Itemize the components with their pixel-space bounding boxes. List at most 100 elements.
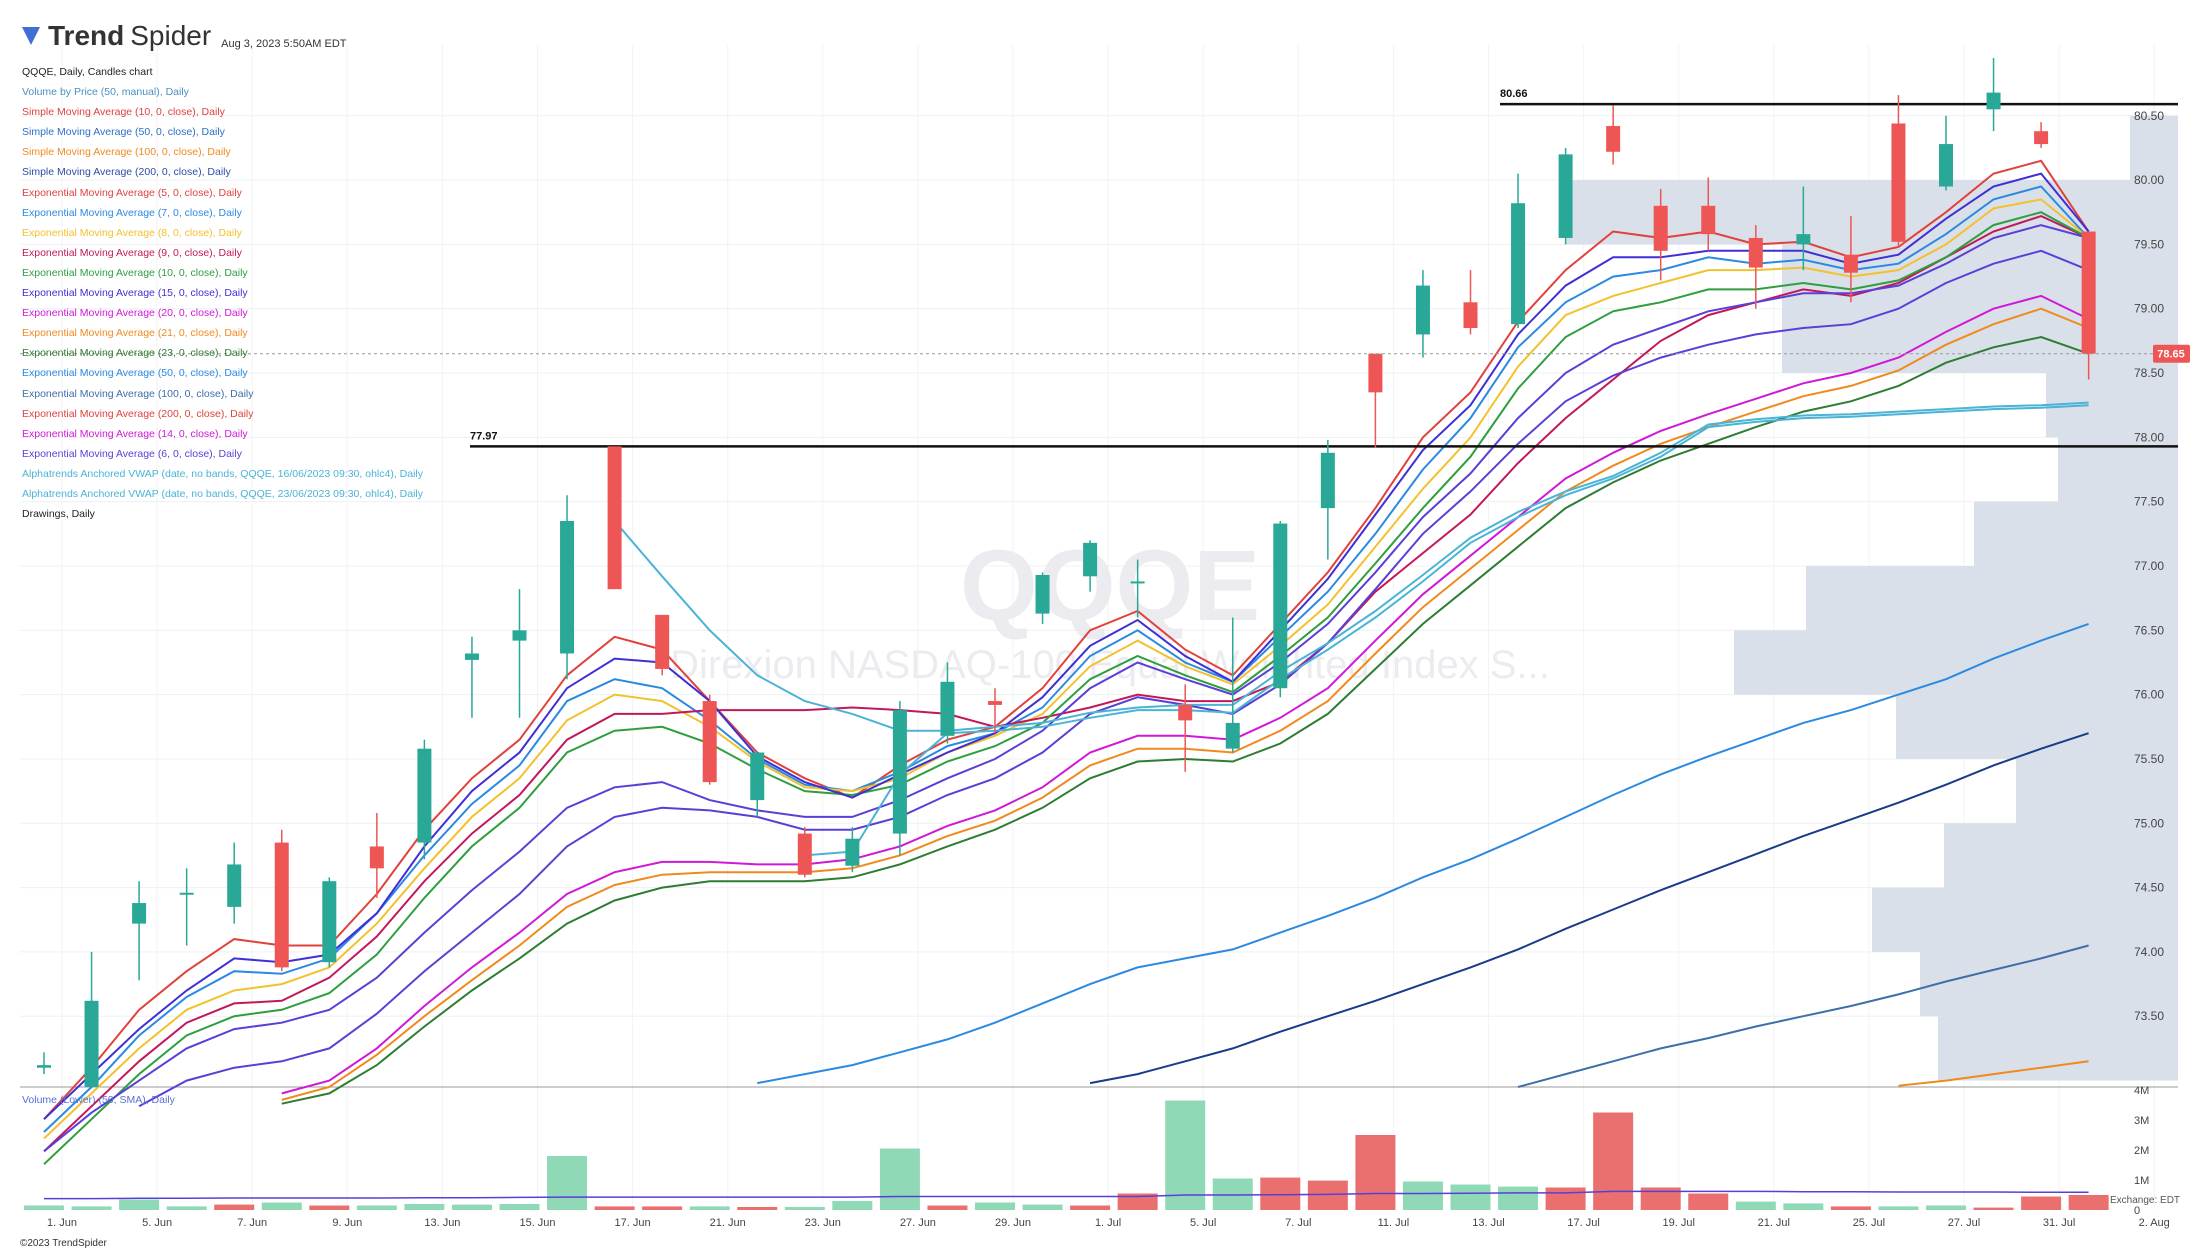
indicator-line [1517,944,2089,1088]
candle-body [1843,254,1858,273]
y-tick-label: 75.00 [2134,816,2164,830]
volume-legend: Volume (Lower) (50, SMA), Daily [22,1094,176,1106]
x-tick-label: 5. Jul [1190,1217,1216,1229]
copyright: ©2023 TrendSpider [20,1238,107,1249]
volume-bar [1593,1112,1634,1210]
price-axis: 73.50 74.00 74.50 75.00 75.50 76.00 76.50 77.00… [2134,109,2164,1023]
legend-item[interactable]: Alphatrends Anchored VWAP (date, no band… [22,487,423,500]
volume-bar [166,1206,207,1210]
volume-bar [879,1148,920,1210]
legend-item[interactable]: Exponential Moving Average (8, 0, close)… [22,226,242,239]
volume-bar [1498,1186,1539,1210]
volume-bar [1260,1177,1301,1210]
volume-bar [356,1205,397,1210]
volume-bar [404,1204,445,1210]
volume-sma-line [44,1190,2089,1200]
x-tick-label: 2. Aug [2139,1217,2170,1229]
legend-item[interactable]: Exponential Moving Average (23, 0, close… [22,347,248,360]
x-tick-label: 1. Jun [47,1217,77,1229]
candle-body [464,653,479,660]
x-tick-label: 5. Jun [142,1217,172,1229]
candle-body [1939,144,1953,187]
y-tick-label: 79.00 [2134,302,2164,316]
candle-body [1701,205,1716,235]
x-tick-label: 17. Jul [1567,1217,1599,1229]
trendspider-logo[interactable]: Trend Spider [20,20,211,52]
legend-item[interactable]: Drawings, Daily [22,508,95,521]
volume-profile-bar [1938,1016,2178,1081]
legend-item[interactable]: Simple Moving Average (100, 0, close), D… [22,146,231,159]
volume-tick-label: 0 [2134,1205,2140,1217]
candle-body [1748,237,1763,268]
volume-profile-bar [1806,566,2178,631]
volume-profile-bar [2058,437,2178,502]
x-tick-label: 19. Jul [1662,1217,1694,1229]
legend-item[interactable]: Exponential Moving Average (50, 0, close… [22,367,248,380]
candle-body [132,903,147,924]
candle-body [892,710,907,834]
legend-item[interactable]: Alphatrends Anchored VWAP (date, no band… [22,467,423,480]
logo-suffix: Spider [130,20,212,51]
volume-profile-bar [2046,373,2178,438]
volume-bar [975,1202,1015,1210]
x-tick-label: 9. Jun [332,1217,362,1229]
candle-body [512,630,527,641]
candle-body [1368,353,1383,393]
legend-item[interactable]: Volume by Price (50, manual), Daily [22,86,189,99]
legend-item[interactable]: Exponential Moving Average (15, 0, close… [22,287,248,300]
volume-bar [1640,1187,1681,1210]
watermark-symbol: QQQE [960,530,1260,642]
candle-body [1891,123,1906,242]
horizontal-levels[interactable]: 80.66 77.97 [470,88,2178,448]
legend-item[interactable]: Exponential Moving Average (10, 0, close… [22,266,248,279]
x-tick-label: 7. Jun [237,1217,267,1229]
legend-item[interactable]: Exponential Moving Average (21, 0, close… [22,327,248,340]
candle-body [227,864,242,907]
candle-body [1178,704,1193,721]
candle-body [1558,154,1573,238]
timestamp: Aug 3, 2023 5:50AM EDT [221,38,347,50]
candle-body [274,842,289,968]
legend-item[interactable]: Simple Moving Average (10, 0, close), Da… [22,106,225,119]
candle-body [1511,203,1526,325]
last-price-text: 78.65 [2157,349,2185,361]
legend-item[interactable]: Simple Moving Average (50, 0, close), Da… [22,126,225,139]
last-price-box [2153,344,2190,363]
volume-bar [547,1156,588,1210]
candle-body [1320,452,1335,509]
candle-body [1130,581,1145,584]
x-tick-label: 27. Jun [900,1217,936,1229]
legend-item[interactable]: Exponential Moving Average (200, 0, clos… [22,407,254,420]
candle-body [1035,575,1050,614]
candle-body [988,701,1002,705]
legend-item[interactable]: Exponential Moving Average (6, 0, close)… [22,447,242,460]
candle-body [1083,542,1098,577]
x-tick-label: 17. Jun [615,1217,651,1229]
y-tick-label: 77.00 [2134,559,2164,573]
candle-body [84,1000,99,1087]
indicator-legend[interactable]: QQQE, Daily, Candles chart Volume by Pric… [22,62,423,524]
y-tick-label: 75.50 [2134,752,2164,766]
x-tick-label: 21. Jun [710,1217,746,1229]
legend-item[interactable]: Exponential Moving Average (14, 0, close… [22,427,248,440]
legend-item[interactable]: Exponential Moving Average (7, 0, close)… [22,206,242,219]
logo-prefix: Trend [48,20,125,51]
indicator-line [43,198,2090,1140]
volume-tick-label: 3M [2134,1115,2149,1127]
indicator-line [43,211,2090,1165]
legend-item[interactable]: Exponential Moving Average (9, 0, close)… [22,246,242,259]
volume-bar [784,1207,825,1210]
volume-profile-bar [1782,308,2178,374]
volume-bar [1878,1206,1919,1210]
volume-bar [1926,1205,1966,1210]
volume-bar [2068,1195,2109,1210]
legend-item[interactable]: Exponential Moving Average (100, 0, clos… [22,387,254,400]
header: Trend Spider Aug 3, 2023 5:50AM EDT [20,20,347,52]
legend-item[interactable]: QQQE, Daily, Candles chart [22,66,153,78]
legend-item[interactable]: Simple Moving Average (200, 0, close), D… [22,166,231,179]
legend-item[interactable]: Exponential Moving Average (5, 0, close)… [22,186,242,199]
legend-item[interactable]: Exponential Moving Average (20, 0, close… [22,307,248,320]
volume-bar [1070,1205,1111,1210]
candle-body [179,892,194,895]
